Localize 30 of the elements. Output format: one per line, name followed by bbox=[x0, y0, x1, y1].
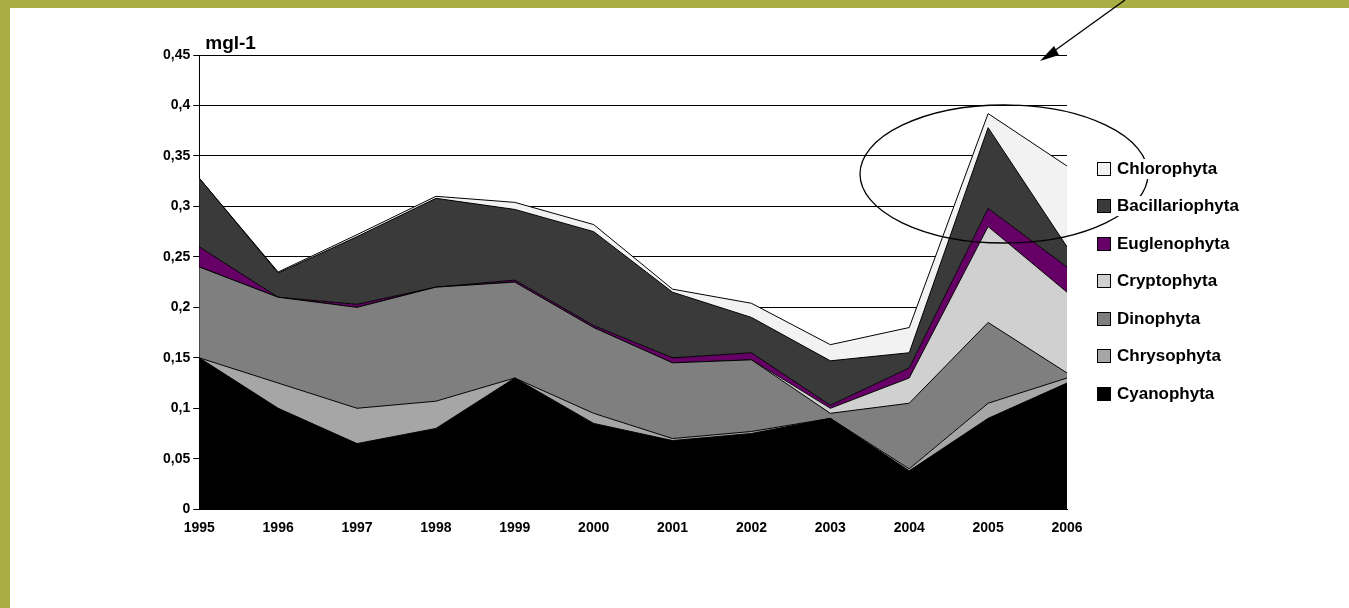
x-tick-label: 1996 bbox=[262, 519, 294, 536]
legend-label: Euglenophyta bbox=[1117, 233, 1230, 254]
x-tick-label: 2001 bbox=[656, 519, 689, 536]
y-tick-label: 0,45 bbox=[163, 45, 191, 62]
y-tick-label: 0,35 bbox=[163, 146, 191, 163]
x-tick-label: 1997 bbox=[341, 519, 373, 536]
legend-label: Chrysophyta bbox=[1117, 346, 1221, 367]
y-tick-label: 0,1 bbox=[170, 399, 191, 416]
legend-label: Chlorophyta bbox=[1117, 158, 1218, 179]
x-tick-label: 2002 bbox=[735, 519, 768, 536]
y-tick-label: 0,15 bbox=[163, 348, 191, 365]
x-tick-label: 2005 bbox=[972, 519, 1004, 536]
legend-label: Bacillariophyta bbox=[1117, 196, 1239, 217]
x-tick-label: 1995 bbox=[183, 519, 216, 536]
y-tick-label: 0,2 bbox=[170, 298, 191, 315]
y-tick-label: 0,4 bbox=[170, 96, 191, 113]
legend-label: Dinophyta bbox=[1117, 308, 1201, 329]
y-tick-label: 0,05 bbox=[163, 449, 191, 466]
y-axis-title: mgl-1 bbox=[205, 31, 257, 53]
x-tick-label: 1999 bbox=[499, 519, 531, 536]
legend-label: Cryptophyta bbox=[1117, 271, 1218, 292]
y-tick-label: 0,25 bbox=[163, 247, 191, 264]
x-tick-label: 2000 bbox=[578, 519, 610, 536]
x-tick-label: 2004 bbox=[893, 519, 926, 536]
legend-label: Cyanophyta bbox=[1117, 383, 1215, 404]
x-tick-label: 1998 bbox=[420, 519, 452, 536]
y-tick-label: 0 bbox=[182, 500, 191, 517]
y-tick-label: 0,3 bbox=[170, 197, 191, 214]
x-tick-label: 2006 bbox=[1051, 519, 1083, 536]
x-tick-label: 2003 bbox=[814, 519, 847, 536]
